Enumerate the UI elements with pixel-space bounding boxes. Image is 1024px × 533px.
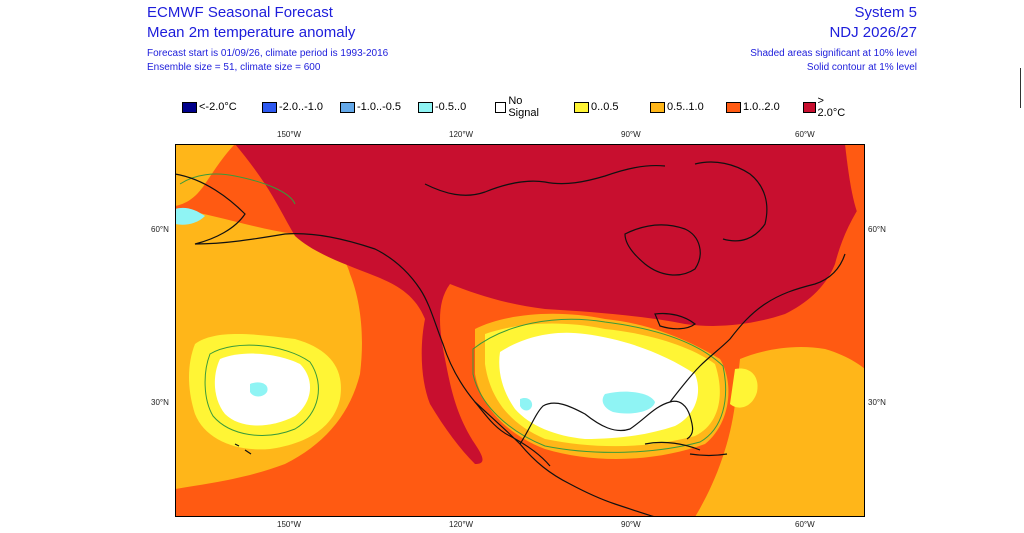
forecast-start-info: Forecast start is 01/09/26, climate peri… — [147, 48, 389, 59]
neg-patch-mexico — [520, 397, 533, 411]
neg-patch-pacific — [250, 382, 268, 397]
contour-note: Solid contour at 1% level — [806, 62, 917, 73]
legend-item: -0.5..0 — [418, 100, 466, 114]
legend-label: 1.0..2.0 — [743, 101, 780, 113]
legend-label: > 2.0°C — [817, 95, 846, 119]
legend-label: No Signal — [508, 95, 539, 119]
significance-contour — [179, 173, 296, 205]
band-0to05-east — [730, 368, 758, 408]
legend-swatch — [340, 101, 355, 113]
neg-patch-gulf — [602, 391, 655, 414]
lon-label-top: 60°W — [795, 130, 815, 139]
anomaly-map — [175, 144, 865, 517]
map-frame — [175, 144, 865, 517]
significance-contour — [204, 344, 319, 436]
legend-label: -0.5..0 — [435, 101, 467, 113]
legend-item: 0..0.5 — [574, 100, 619, 114]
legend-swatch — [574, 101, 589, 113]
lon-label-top: 120°W — [449, 130, 474, 139]
lon-label-top: 150°W — [277, 130, 302, 139]
map-svg — [175, 144, 865, 517]
legend-label: <-2.0°C — [199, 101, 237, 113]
legend-swatch — [495, 101, 507, 113]
legend-item: 1.0..2.0 — [726, 100, 780, 114]
legend-swatch — [726, 101, 741, 113]
lon-label-bottom: 90°W — [621, 520, 641, 529]
band-gt2-east-edge — [845, 144, 865, 229]
system-label: System 5 — [854, 4, 917, 21]
legend-item: No Signal — [495, 95, 543, 119]
legend-label: 0..0.5 — [591, 101, 619, 113]
ensemble-info: Ensemble size = 51, climate size = 600 — [147, 62, 321, 73]
legend-swatch — [182, 101, 197, 113]
map-subtitle: Mean 2m temperature anomaly — [147, 24, 356, 41]
coastline — [175, 161, 846, 517]
lat-label-left: 60°N — [151, 225, 169, 234]
band-gt2-north — [235, 144, 865, 464]
lat-label-left: 30°N — [151, 398, 169, 407]
lon-label-top: 90°W — [621, 130, 641, 139]
legend-item: <-2.0°C — [182, 100, 237, 114]
map-title: ECMWF Seasonal Forecast — [147, 4, 333, 21]
legend-label: -1.0..-0.5 — [357, 101, 402, 113]
legend-swatch — [650, 101, 665, 113]
significance-note: Shaded areas significant at 10% level — [750, 48, 917, 59]
legend-label: 0.5..1.0 — [667, 101, 704, 113]
legend-swatch — [803, 101, 816, 113]
lon-label-bottom: 120°W — [449, 520, 474, 529]
lon-label-bottom: 150°W — [277, 520, 302, 529]
lat-label-right: 30°N — [868, 398, 886, 407]
legend-item: 0.5..1.0 — [650, 100, 704, 114]
legend-label: -2.0..-1.0 — [279, 101, 324, 113]
lon-label-bottom: 60°W — [795, 520, 815, 529]
legend-swatch — [418, 101, 433, 113]
significance-contour — [472, 318, 727, 453]
nosignal-us — [499, 332, 699, 439]
period-label: NDJ 2026/27 — [829, 24, 917, 41]
lat-label-right: 60°N — [868, 225, 886, 234]
legend-item: -2.0..-1.0 — [262, 100, 323, 114]
legend-swatch — [262, 101, 277, 113]
legend-item: -1.0..-0.5 — [340, 100, 401, 114]
neg-patch-northwest — [175, 207, 205, 225]
edge-divider — [1020, 68, 1021, 108]
legend-item: > 2.0°C — [803, 95, 848, 119]
